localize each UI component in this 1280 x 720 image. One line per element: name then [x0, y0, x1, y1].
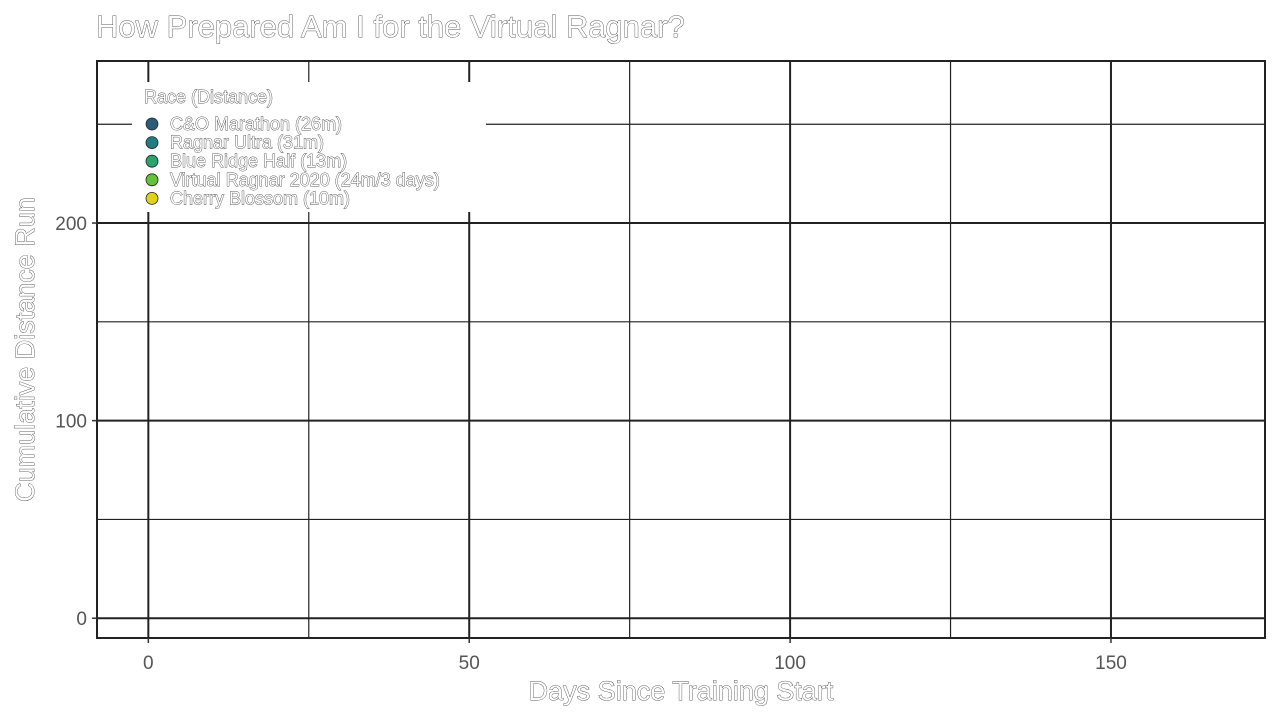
x-tick-label: 0: [143, 653, 154, 674]
legend-item-label: Virtual Ragnar 2020 (24m/3 days): [170, 170, 440, 190]
y-tick-label: 100: [55, 412, 87, 433]
legend-background: [132, 82, 486, 212]
x-axis-label: Days Since Training Start: [529, 676, 834, 706]
legend-item-label: Blue Ridge Half (13m): [170, 151, 347, 171]
legend-item-label: Cherry Blossom (10m): [170, 188, 350, 208]
y-axis-label: Cumulative Distance Run: [10, 197, 40, 502]
legend-item-label: Ragnar Ultra (31m): [170, 133, 324, 153]
axes: 0 50 100 150 0 100 200: [55, 214, 1127, 674]
x-tick-label: 50: [459, 653, 480, 674]
legend-key: [145, 154, 159, 168]
chart-title: How Prepared Am I for the Virtual Ragnar…: [96, 9, 685, 44]
y-tick-label: 200: [55, 214, 87, 235]
legend-title: Race (Distance): [144, 87, 273, 107]
legend-key: [145, 173, 159, 187]
legend-item-label: C&O Marathon (26m): [170, 114, 342, 134]
legend-key: [145, 117, 159, 131]
legend: Race (Distance) C&O Marathon (26m)Ragnar…: [132, 82, 486, 212]
x-tick-label: 100: [774, 653, 806, 674]
x-tick-label: 150: [1095, 653, 1127, 674]
panel-border: [96, 60, 1266, 639]
y-tick-label: 0: [76, 609, 87, 630]
legend-key: [145, 191, 159, 205]
legend-key: [145, 136, 159, 150]
